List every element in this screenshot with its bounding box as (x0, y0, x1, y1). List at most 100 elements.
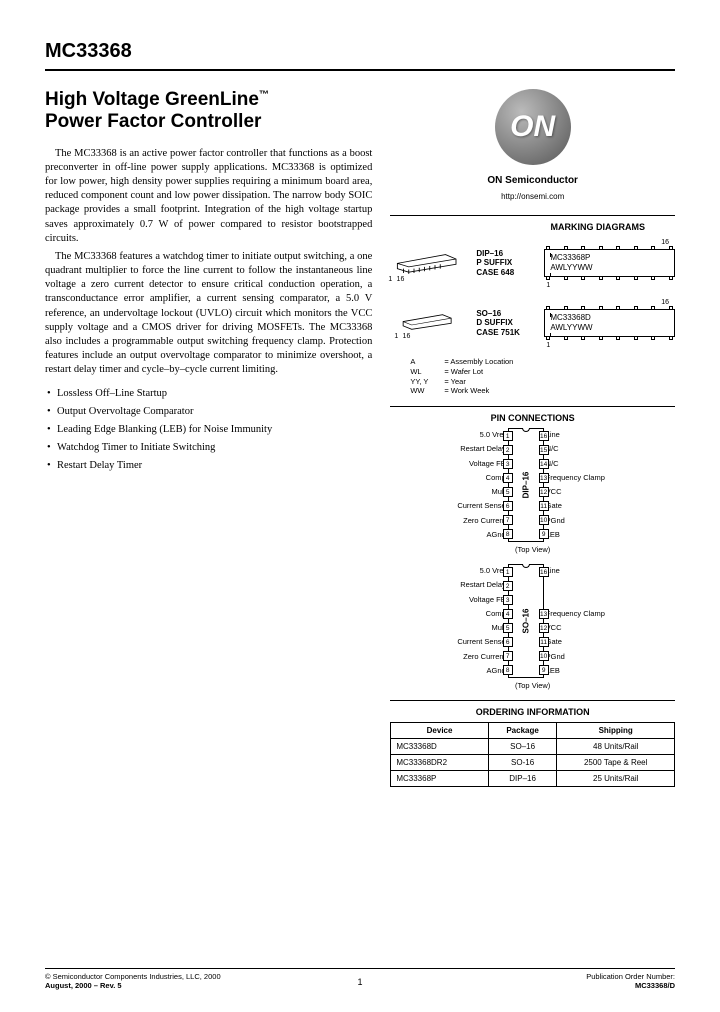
legend-key: WL (410, 367, 444, 377)
mark-box-dip: MC33368P AWLYYWW (544, 249, 675, 277)
pin-low: 1 (546, 342, 550, 349)
pin-pad: 9 (539, 665, 549, 675)
pin-row: 3 (509, 593, 543, 607)
pin-row: 710 (509, 513, 543, 527)
table-cell: DIP–16 (488, 771, 557, 787)
pin-pad: 3 (503, 459, 513, 469)
pin-num: 16 (403, 333, 411, 340)
pin-label: N/C (546, 442, 620, 456)
table-row: MC33368DR2SO-162500 Tape & Reel (391, 755, 675, 771)
marking-section: MARKING DIAGRAMS 116 DIP–16 P SUFFI (390, 222, 675, 396)
pin-pad: 12 (539, 487, 549, 497)
pin-label: Zero Current (446, 650, 506, 664)
pin-row: 89 (509, 527, 543, 541)
pin-label: LEB (546, 528, 620, 542)
legend-key: A (410, 357, 444, 367)
marking-legend: A= Assembly Location WL= Wafer Lot YY, Y… (410, 357, 675, 396)
mark-line2: AWLYYWW (550, 263, 669, 273)
table-row: MC33368PDIP–1625 Units/Rail (391, 771, 675, 787)
pin-label: Mult (446, 621, 506, 635)
right-column: ON ON Semiconductor http://onsemi.com MA… (390, 89, 675, 787)
pin-body: SO–161162341351261171089 (508, 564, 544, 678)
legend-key: WW (410, 386, 444, 396)
pin-labels-right: LineN/CN/CFrequency ClampVCCGatePGndLEB (546, 428, 620, 542)
table-cell: 25 Units/Rail (557, 771, 675, 787)
pin-label: Voltage FB (446, 593, 506, 607)
pin-pad: 8 (503, 665, 513, 675)
feature-item: Lossless Off–Line Startup (45, 385, 372, 403)
pin-label: Current Sense (446, 499, 506, 513)
title-line2: Power Factor Controller (45, 111, 261, 132)
pin-block: 5.0 VrefRestart DelayVoltage FBCompMultC… (390, 428, 675, 554)
footer-date: August, 2000 – Rev. 5 (45, 981, 221, 990)
pin-diagram: 5.0 VrefRestart DelayVoltage FBCompMultC… (446, 564, 620, 678)
pin-label: N/C (546, 457, 620, 471)
pin-pad: 16 (539, 567, 549, 577)
left-column: High Voltage GreenLine™ Power Factor Con… (45, 89, 372, 787)
pinconn-title: PIN CONNECTIONS (390, 413, 675, 423)
pin-body: DIP–1611621531441351261171089 (508, 428, 544, 542)
ordering-title: ORDERING INFORMATION (390, 707, 675, 717)
pin-label: Mult (446, 485, 506, 499)
pin-pad: 5 (503, 487, 513, 497)
pin-label: Frequency Clamp (546, 471, 620, 485)
table-cell: 2500 Tape & Reel (557, 755, 675, 771)
pin-pad: 4 (503, 609, 513, 619)
ordering-table: Device Package Shipping MC33368DSO–1648 … (390, 722, 675, 787)
pin-row: 215 (509, 443, 543, 457)
marking-row-dip: 116 DIP–16 P SUFFIX CASE 648 16 MC33368P… (390, 237, 675, 289)
rule-section (390, 215, 675, 216)
mark-line2: AWLYYWW (550, 323, 669, 333)
top-view-label: (Top View) (515, 545, 550, 554)
pin-label: Gate (546, 635, 620, 649)
pin-label: Current Sense (446, 635, 506, 649)
pin-pad: 11 (539, 637, 549, 647)
pin-pad: 14 (539, 459, 549, 469)
rule-top (45, 69, 675, 71)
pin-label: VCC (546, 621, 620, 635)
pin-label: Frequency Clamp (546, 607, 620, 621)
pin-low: 1 (546, 282, 550, 289)
page-number: 1 (357, 977, 362, 987)
pin-pad: 1 (503, 567, 513, 577)
table-cell: 48 Units/Rail (557, 739, 675, 755)
mark-line1: MC33368D (550, 313, 669, 323)
pin-row: 314 (509, 457, 543, 471)
pin-diagrams-container: 5.0 VrefRestart DelayVoltage FBCompMultC… (390, 428, 675, 690)
pub-number: MC33368/D (586, 981, 675, 990)
marking-row-soic: 1 16 SO–16 D SUFFIX CASE 751K 16 MC33368D… (390, 297, 675, 349)
table-header: Device (391, 723, 488, 739)
pin-pad: 11 (539, 501, 549, 511)
body-para-2: The MC33368 features a watchdog timer to… (45, 250, 372, 378)
page-footer: © Semiconductor Components Industries, L… (45, 968, 675, 990)
legend-val: = Wafer Lot (444, 367, 483, 377)
feature-item: Output Overvoltage Comparator (45, 403, 372, 421)
pkg-name: SO–16 (476, 309, 534, 319)
rule-section (390, 406, 675, 407)
pin-label: 5.0 Vref (446, 428, 506, 442)
mark-box-soic: MC33368D AWLYYWW (544, 309, 675, 337)
pin-label (546, 578, 620, 592)
pin-pad: 9 (539, 529, 549, 539)
pin-ticks (544, 337, 675, 340)
copyright: © Semiconductor Components Industries, L… (45, 972, 221, 981)
pin-label: Restart Delay (446, 442, 506, 456)
legend-val: = Year (444, 377, 465, 387)
pin-pad: 6 (503, 637, 513, 647)
pin-row: 710 (509, 649, 543, 663)
dip-info: DIP–16 P SUFFIX CASE 648 (476, 249, 534, 278)
pin-num-16: 1 (388, 276, 392, 283)
pin-high: 16 (661, 299, 669, 306)
pin-pad: 15 (539, 445, 549, 455)
table-header: Shipping (557, 723, 675, 739)
pin-label: Restart Delay (446, 578, 506, 592)
pin-label: Zero Current (446, 514, 506, 528)
pin-labels-left: 5.0 VrefRestart DelayVoltage FBCompMultC… (446, 428, 506, 542)
body-para-1: The MC33368 is an active power factor co… (45, 147, 372, 246)
pin-label: Voltage FB (446, 457, 506, 471)
pin-label: AGnd (446, 664, 506, 678)
legend-key: YY, Y (410, 377, 444, 387)
pin-pad: 1 (503, 431, 513, 441)
feature-item: Watchdog Timer to Initiate Switching (45, 439, 372, 457)
soic-info: SO–16 D SUFFIX CASE 751K (476, 309, 534, 338)
